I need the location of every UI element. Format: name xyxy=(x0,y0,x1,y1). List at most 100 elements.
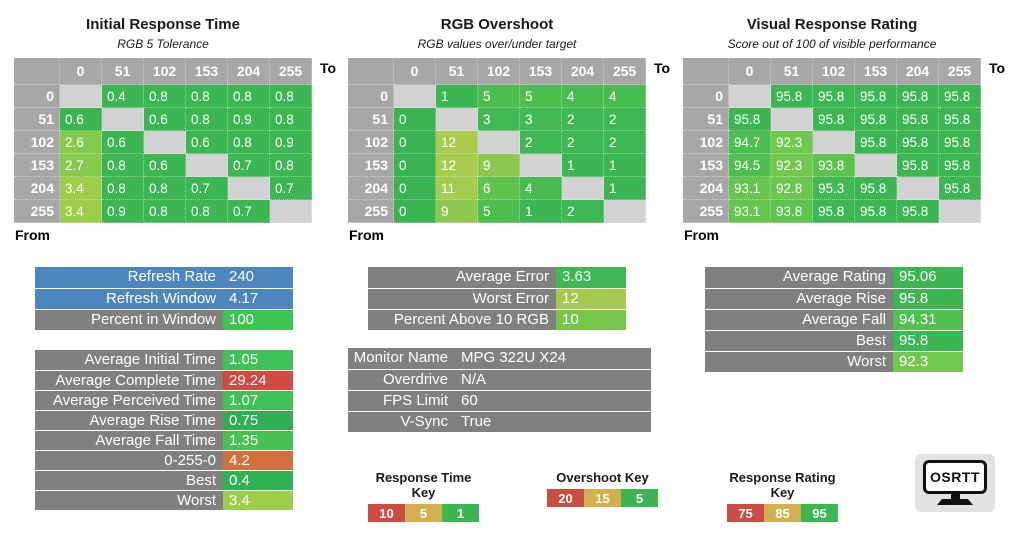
response-time-key: Response Time Key 10 5 1 xyxy=(368,470,479,522)
panel-label: Best xyxy=(35,471,223,490)
panel-row: Average Initial Time 1.05 xyxy=(35,350,293,370)
heatmap-cell: 0.8 xyxy=(102,154,144,177)
heatmap-cell: 95.8 xyxy=(813,108,855,131)
column-header: 204 xyxy=(228,58,270,85)
heatmap-cell: 2 xyxy=(604,131,646,154)
heatmap-cell xyxy=(228,177,270,200)
panel-value: 95.8 xyxy=(893,289,963,309)
panel-row: Average Fall 94.31 xyxy=(705,309,963,330)
panel-label: Percent Above 10 RGB xyxy=(368,310,556,330)
panel-row: Average Perceived Time 1.07 xyxy=(35,390,293,410)
heatmap-cell: 0.7 xyxy=(228,154,270,177)
key-swatch: 75 xyxy=(727,504,764,522)
key-title: Response Rating Key xyxy=(729,470,836,500)
heatmap-cell: 0.7 xyxy=(228,200,270,223)
visual-response-rating-group: Visual Response Rating Score out of 100 … xyxy=(683,0,1005,250)
panel-label: Refresh Window xyxy=(35,289,223,309)
column-header: 153 xyxy=(520,58,562,85)
monitor-icon-stand-neck xyxy=(950,494,960,499)
panel-row: Average Rise 95.8 xyxy=(705,288,963,309)
heatmap-cell: 95.8 xyxy=(855,177,897,200)
heatmap-cell: 0.4 xyxy=(102,85,144,108)
panel-label: Average Rise Time xyxy=(35,411,223,430)
heatmap-cell: 5 xyxy=(478,85,520,108)
heatmap-cell: 0 xyxy=(394,108,436,131)
panel-value: 60 xyxy=(455,391,651,411)
panel-value: 1.07 xyxy=(223,391,293,410)
heatmap-cell: 1 xyxy=(520,200,562,223)
row-header: 204 xyxy=(348,177,394,200)
heatmap-cell: 2 xyxy=(562,200,604,223)
panel-value: 94.31 xyxy=(893,310,963,330)
heatmap-cell: 5 xyxy=(478,200,520,223)
heatmap-cell: 9 xyxy=(436,200,478,223)
rating-stats-panel: Average Rating 95.06 Average Rise 95.8 Avera… xyxy=(705,267,963,372)
row-header: 204 xyxy=(683,177,729,200)
panel-row: Average Complete Time 29.24 xyxy=(35,370,293,390)
table-subtitle: RGB 5 Tolerance xyxy=(117,37,209,51)
key-swatch: 15 xyxy=(584,489,621,507)
column-header: 102 xyxy=(478,58,520,85)
heatmap-cell: 95.8 xyxy=(939,85,981,108)
panel-label: Refresh Rate xyxy=(35,267,223,288)
heatmap-cell: 0.7 xyxy=(270,177,312,200)
panel-value: 95.06 xyxy=(893,267,963,288)
panel-value: 12 xyxy=(556,289,626,309)
panel-row: Average Rise Time 0.75 xyxy=(35,410,293,430)
heatmap-cell: 0 xyxy=(394,131,436,154)
heatmap-cell: 95.8 xyxy=(771,85,813,108)
heatmap-cell: 95.8 xyxy=(897,200,939,223)
row-header: 153 xyxy=(683,154,729,177)
panel-label: Average Rating xyxy=(705,267,893,288)
key-title: Overshoot Key xyxy=(556,470,649,485)
row-header: 153 xyxy=(14,154,60,177)
heatmap-cell: 0.8 xyxy=(270,154,312,177)
key-swatch: 5 xyxy=(405,504,442,522)
panel-label: Worst Error xyxy=(368,289,556,309)
key-swatch: 20 xyxy=(547,489,584,507)
heatmap-cell: 0.8 xyxy=(228,131,270,154)
panel-row: V-Sync True xyxy=(348,411,651,432)
heatmap-cell: 0.8 xyxy=(228,85,270,108)
heatmap-cell: 0.8 xyxy=(144,177,186,200)
panel-label: Average Fall xyxy=(705,310,893,330)
heatmap-cell: 93.1 xyxy=(729,177,771,200)
column-header: 153 xyxy=(186,58,228,85)
row-header: 102 xyxy=(683,131,729,154)
heatmap-cell: 5 xyxy=(520,85,562,108)
heatmap-cell: 94.5 xyxy=(729,154,771,177)
table-corner-cell xyxy=(683,58,729,85)
heatmap-cell: 0.8 xyxy=(144,85,186,108)
key-swatch: 1 xyxy=(442,504,479,522)
heatmap-cell: 95.8 xyxy=(729,108,771,131)
heatmap-cell xyxy=(729,85,771,108)
heatmap-cell: 0 xyxy=(394,154,436,177)
panel-value: N/A xyxy=(455,370,651,390)
heatmap-cell: 95.8 xyxy=(897,131,939,154)
panel-label: Best xyxy=(705,331,893,351)
panel-label: Worst xyxy=(35,491,223,510)
heatmap-cell xyxy=(604,200,646,223)
monitor-icon: OSRTT xyxy=(923,460,987,494)
row-header: 0 xyxy=(683,85,729,108)
key-swatch: 10 xyxy=(368,504,405,522)
heatmap-cell xyxy=(270,200,312,223)
heatmap-cell: 1 xyxy=(562,154,604,177)
row-header: 0 xyxy=(14,85,60,108)
key-swatches: 20 15 5 xyxy=(547,489,658,507)
heatmap-cell xyxy=(939,200,981,223)
heatmap-cell xyxy=(520,154,562,177)
heatmap-cell: 92.8 xyxy=(771,177,813,200)
heatmap-cell xyxy=(186,154,228,177)
heatmap-cell: 0.9 xyxy=(102,200,144,223)
overshoot-stats-panel: Average Error 3.63 Worst Error 12 Percent Ab… xyxy=(368,267,626,330)
panel-value: 29.24 xyxy=(223,371,293,390)
panel-row: Worst Error 12 xyxy=(368,288,626,309)
panel-label: Worst xyxy=(705,352,893,372)
heatmap-cell xyxy=(102,108,144,131)
heatmap-cell: 93.1 xyxy=(729,200,771,223)
panel-value: 100 xyxy=(223,310,293,330)
panel-row: Average Fall Time 1.35 xyxy=(35,430,293,450)
overshoot-heatmap: 0 51 102 153 204 255 0 1 5 5 4 4 51 0 3 3 2 2 102 0 12 2 2 2 153… xyxy=(348,58,646,223)
